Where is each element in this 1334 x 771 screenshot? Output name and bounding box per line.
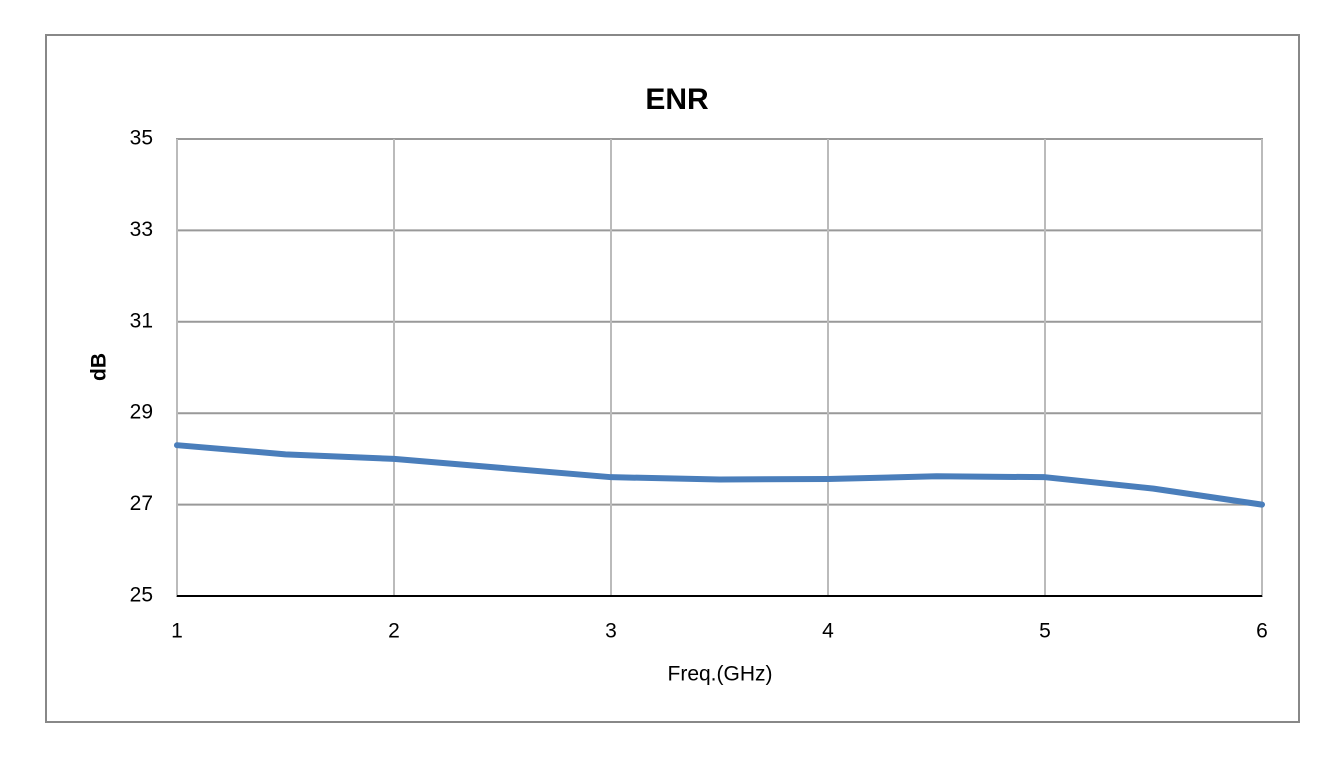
x-axis-label: Freq.(GHz) [668,663,773,686]
x-tick-label: 3 [605,620,617,643]
y-tick-label: 31 [130,309,153,332]
x-tick-label: 2 [388,620,400,643]
x-tick-label: 1 [171,620,183,643]
data-line [174,442,1265,508]
y-tick-label: 33 [130,218,153,241]
y-tick-label: 29 [130,401,153,424]
chart-title: ENR [645,83,709,116]
x-tick-label: 6 [1256,620,1268,643]
chart-border [45,34,1300,723]
y-tick-label: 27 [130,492,153,515]
y-axis-label: dB [88,353,111,381]
x-tick-label: 4 [822,620,834,643]
y-tick-label: 25 [130,584,153,607]
y-tick-label: 35 [130,127,153,150]
x-tick-label: 5 [1039,620,1051,643]
